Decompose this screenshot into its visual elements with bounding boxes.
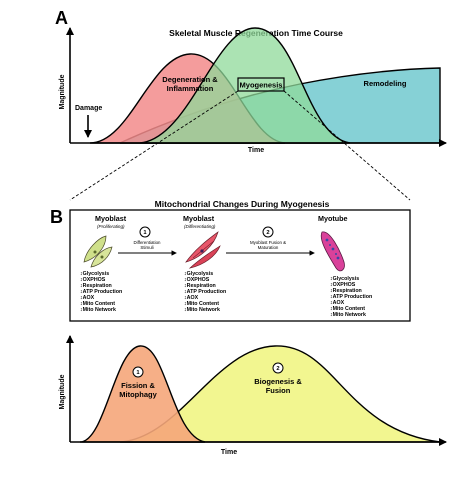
phase-2-number: 2: [276, 366, 279, 372]
list-item: ↕OXPHOS: [184, 277, 210, 283]
step-1-line1: Differentiation: [133, 240, 161, 245]
list-item: ↕AOX: [330, 300, 345, 306]
panel-c-x-label: Time: [221, 449, 237, 456]
panel-c: Magnitude Time 1 Fission & Mitophagy 2 B…: [59, 335, 447, 456]
list-item: ↕Mito Network: [184, 307, 220, 313]
list-item: ↕Mito Content: [80, 301, 115, 307]
myogenesis-label: Myogenesis: [240, 81, 283, 90]
list-item: ↕Mito Content: [330, 306, 365, 312]
phase-1-number: 1: [136, 370, 140, 376]
remodeling-label: Remodeling: [364, 79, 407, 88]
list-item: ↕Glycolysis: [80, 271, 109, 277]
fission-curve: [79, 345, 206, 443]
zoom-line-right: [283, 90, 411, 201]
list-item: ↕ATP Production: [184, 289, 226, 295]
stage-2-subtitle: (Differentiating): [184, 224, 216, 229]
list-item: ↕ATP Production: [80, 289, 122, 295]
step-1-number: 1: [143, 230, 147, 236]
step-1-circle: [139, 226, 151, 238]
stage-2-change-list: ↕Glycolysis ↕OXPHOS ↕Respiration ↕ATP Pr…: [184, 271, 226, 313]
list-item: ↕Mito Content: [184, 301, 219, 307]
stage-2-title: Myoblast: [183, 214, 215, 223]
list-item: ↕AOX: [184, 295, 199, 301]
phase-2-label-2: Fusion: [266, 386, 291, 395]
differentiating-myoblast-cell: [185, 231, 221, 269]
myogenesis-curve: [139, 27, 351, 144]
panel-b-letter: B: [50, 207, 63, 227]
step-1-line2: Stimuli: [140, 245, 153, 250]
list-item: ↕Respiration: [80, 283, 112, 289]
degeneration-label-2: Inflammation: [167, 84, 214, 93]
myogenesis-box: [69, 209, 411, 322]
phase-1-circle: [132, 366, 144, 378]
list-item: ↕OXPHOS: [80, 277, 106, 283]
list-item: ↕ATP Production: [330, 294, 372, 300]
list-item: ↕Respiration: [330, 288, 362, 294]
step-2-line2: Maturation: [258, 245, 279, 250]
stage-1-title: Myoblast: [95, 214, 127, 223]
phase-2-circle: [272, 362, 284, 374]
proliferating-myoblast-cell: [83, 235, 113, 268]
stage-1-change-list: ↕Glycolysis ↕OXPHOS ↕Respiration ↕ATP Pr…: [80, 271, 122, 313]
phase-2-label-1: Biogenesis &: [254, 377, 302, 386]
step-2-line1: Myoblast Fusion &: [250, 240, 286, 245]
step-2-circle: [262, 226, 274, 238]
list-item: ↕Respiration: [184, 283, 216, 289]
list-item: ↕OXPHOS: [330, 282, 356, 288]
phase-1-label-2: Mitophagy: [119, 390, 157, 399]
zoom-line-left: [69, 90, 239, 201]
stage-1-subtitle: (Proliferating): [97, 224, 125, 229]
panel-b-title: Mitochondrial Changes During Myogenesis: [155, 199, 330, 209]
list-item: ↕Mito Network: [330, 312, 366, 318]
panel-a-letter: A: [55, 8, 68, 28]
list-item: ↕Glycolysis: [184, 271, 213, 277]
list-item: ↕AOX: [80, 295, 95, 301]
panel-a-x-label: Time: [248, 147, 264, 154]
myotube-cell: [320, 231, 345, 272]
panel-a-y-label: Magnitude: [59, 74, 66, 109]
stage-3-title: Myotube: [318, 214, 348, 223]
panel-a: A Skeletal Muscle Regeneration Time Cour…: [55, 8, 447, 201]
list-item: ↕Glycolysis: [330, 276, 359, 282]
panel-c-y-label: Magnitude: [59, 374, 66, 409]
stage-3-change-list: ↕Glycolysis ↕OXPHOS ↕Respiration ↕ATP Pr…: [330, 276, 372, 318]
myogenesis-label-box: [237, 77, 285, 92]
degeneration-label-1: Degeneration &: [162, 75, 218, 84]
panel-b: B Mitochondrial Changes During Myogenesi…: [50, 199, 411, 322]
damage-label: Damage: [75, 105, 102, 112]
step-2-number: 2: [266, 230, 269, 236]
phase-1-label-1: Fission &: [121, 381, 155, 390]
list-item: ↕Mito Network: [80, 307, 116, 313]
